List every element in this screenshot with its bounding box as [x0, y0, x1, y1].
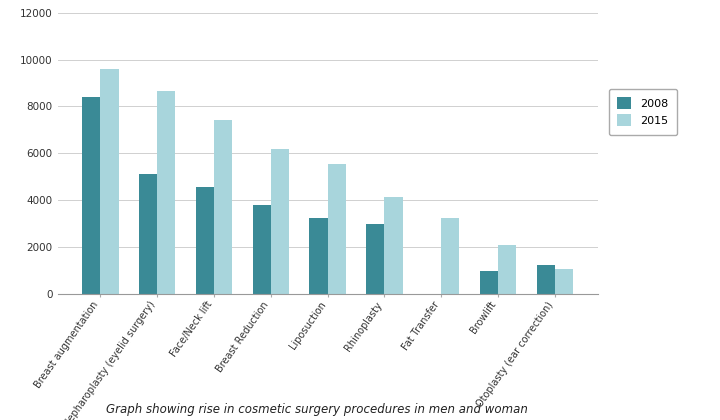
Bar	[384, 197, 402, 294]
Legend: 2008, 2015: 2008, 2015	[608, 89, 677, 135]
Bar	[100, 69, 119, 294]
Text: Graph showing rise in cosmetic surgery procedures in men and woman: Graph showing rise in cosmetic surgery p…	[106, 403, 528, 416]
Bar	[139, 174, 157, 294]
Bar	[157, 91, 176, 294]
Bar	[82, 97, 100, 294]
Bar	[310, 218, 328, 294]
Bar	[555, 269, 573, 294]
Bar	[536, 265, 555, 294]
Bar	[328, 164, 346, 294]
Bar	[480, 270, 498, 294]
Bar	[271, 149, 289, 294]
Bar	[253, 205, 271, 294]
Bar	[196, 187, 214, 294]
Bar	[498, 245, 516, 294]
Bar	[366, 223, 384, 294]
Bar	[214, 121, 232, 294]
Bar	[441, 218, 459, 294]
